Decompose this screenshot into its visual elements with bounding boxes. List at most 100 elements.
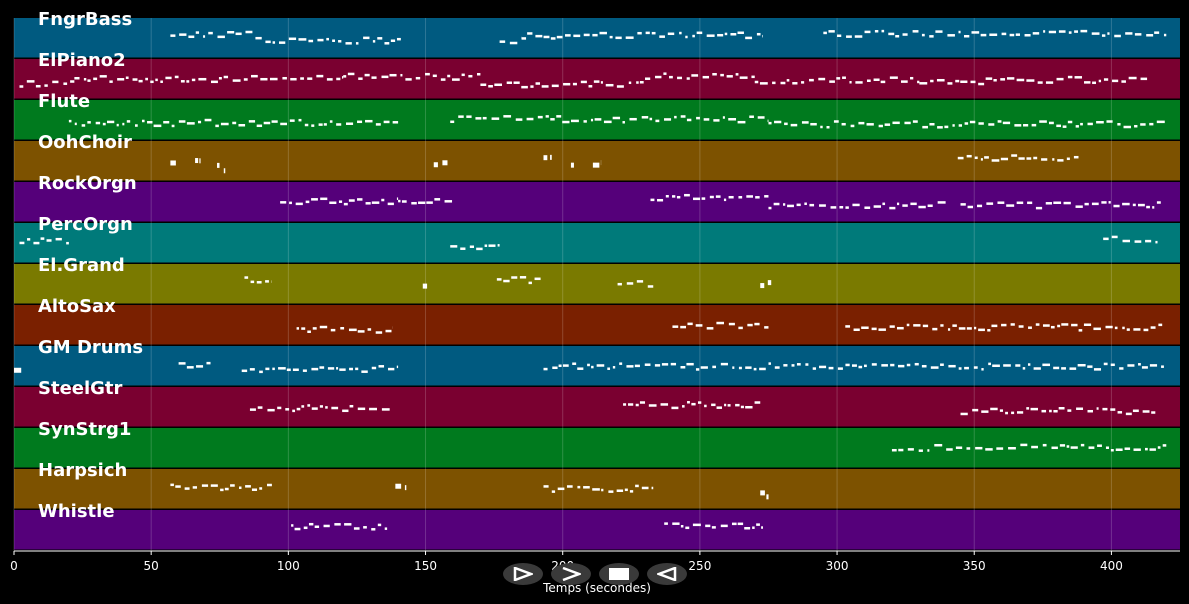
note	[645, 31, 650, 35]
note	[1041, 409, 1047, 413]
note	[680, 115, 686, 118]
track-lane[interactable]	[14, 141, 1180, 181]
note	[278, 41, 286, 44]
note	[259, 370, 263, 374]
track-lane[interactable]	[14, 59, 1180, 99]
note	[1049, 409, 1052, 413]
note	[1102, 407, 1108, 411]
note	[864, 30, 871, 34]
x-tick-label: 150	[414, 559, 437, 573]
note	[476, 247, 483, 251]
note	[716, 321, 725, 325]
note	[311, 124, 315, 127]
note	[680, 366, 686, 369]
note	[349, 367, 353, 371]
note	[1111, 235, 1118, 239]
note	[623, 403, 627, 406]
note	[497, 244, 500, 247]
note	[163, 120, 170, 124]
note	[543, 155, 548, 161]
note	[629, 117, 637, 121]
note	[764, 195, 769, 198]
note	[19, 241, 25, 245]
track-lane[interactable]	[14, 264, 1180, 304]
track-lane[interactable]	[14, 305, 1180, 345]
note	[583, 33, 590, 37]
note	[1154, 31, 1160, 34]
note	[1128, 76, 1137, 80]
note	[680, 525, 684, 528]
note	[440, 78, 446, 81]
note	[1017, 411, 1024, 414]
track-lane[interactable]	[14, 510, 1180, 550]
rewind-button[interactable]	[647, 563, 687, 585]
track-label: RockOrgn	[38, 173, 137, 194]
note	[557, 487, 565, 491]
note	[301, 327, 306, 330]
note	[220, 122, 229, 126]
note	[1087, 365, 1093, 368]
note	[935, 30, 943, 33]
note	[892, 121, 900, 125]
note	[738, 196, 743, 199]
x-tick-label: 100	[277, 559, 300, 573]
play-button[interactable]	[503, 563, 543, 585]
note	[378, 365, 385, 368]
note	[311, 367, 319, 371]
note	[526, 117, 534, 121]
note	[290, 77, 297, 81]
track-lane[interactable]	[14, 182, 1180, 222]
note	[1127, 364, 1135, 367]
note	[332, 39, 336, 42]
note	[308, 39, 314, 43]
note	[650, 198, 655, 202]
note	[871, 327, 877, 331]
note	[913, 324, 921, 327]
note	[1057, 159, 1064, 162]
note	[955, 446, 963, 449]
note	[1015, 33, 1020, 36]
note	[442, 160, 448, 166]
note	[1076, 407, 1084, 410]
note	[1143, 328, 1149, 332]
track-lane[interactable]	[14, 223, 1180, 263]
note	[722, 116, 725, 119]
note	[1149, 122, 1154, 126]
note	[496, 278, 502, 281]
note	[450, 245, 458, 248]
track-lane[interactable]	[14, 387, 1180, 427]
track-lane[interactable]	[14, 18, 1180, 58]
note	[116, 123, 119, 127]
note	[685, 35, 688, 39]
note	[975, 446, 983, 450]
stop-button[interactable]	[599, 563, 639, 585]
note	[958, 30, 961, 34]
note	[345, 122, 354, 125]
note	[482, 116, 487, 120]
note	[1078, 329, 1083, 332]
forward-button[interactable]	[551, 563, 591, 585]
note	[74, 122, 77, 126]
note	[651, 486, 654, 490]
note	[27, 238, 31, 241]
note	[706, 34, 715, 37]
note	[728, 118, 737, 121]
note	[674, 115, 677, 119]
note	[655, 119, 660, 123]
note	[288, 37, 297, 41]
note	[767, 280, 772, 286]
note	[588, 85, 593, 88]
note	[958, 367, 962, 370]
note	[929, 123, 935, 126]
note	[461, 73, 465, 77]
track-label: Flute	[38, 91, 90, 112]
note	[973, 326, 977, 330]
track-lane[interactable]	[14, 428, 1180, 468]
note	[358, 77, 363, 80]
note	[728, 195, 734, 199]
note	[1042, 363, 1051, 367]
note	[132, 78, 138, 81]
note	[818, 77, 826, 81]
note	[701, 197, 706, 200]
